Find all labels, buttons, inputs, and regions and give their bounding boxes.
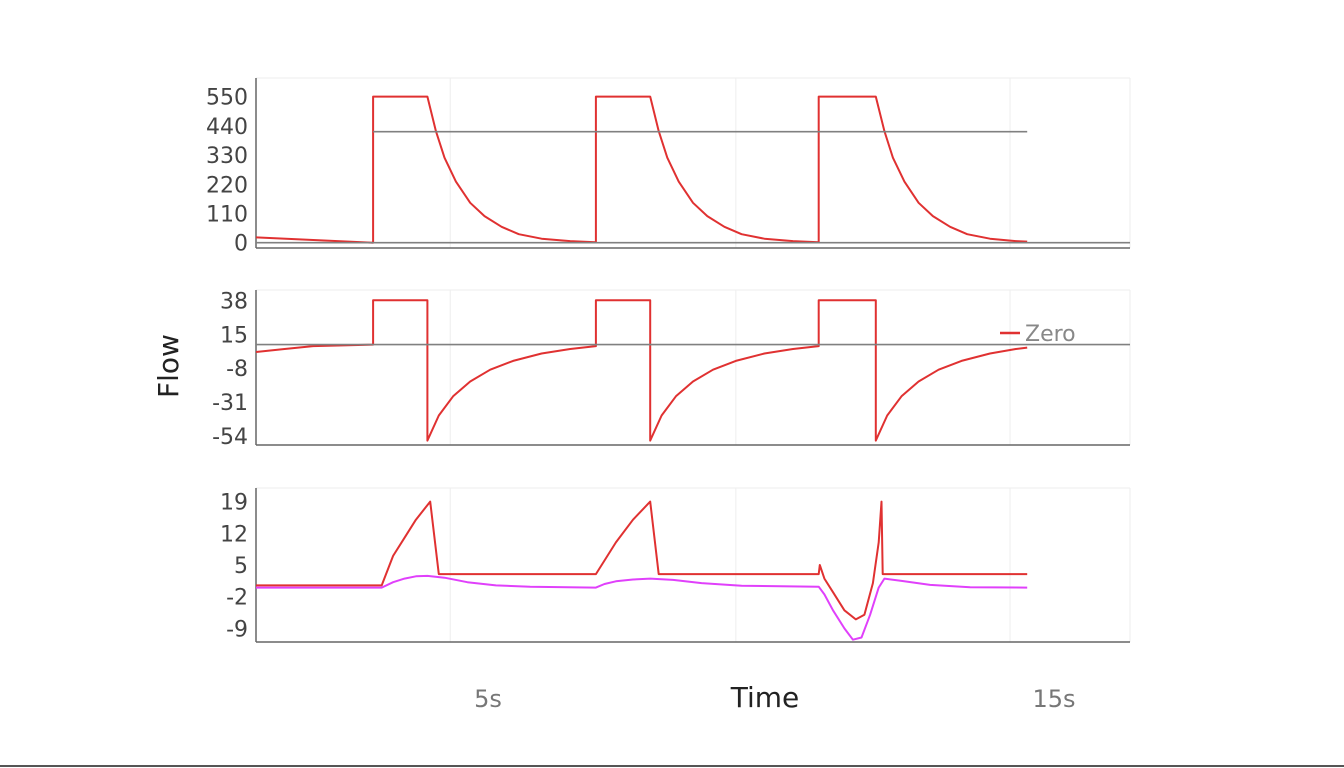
y-tick-label-middle-3: -31 <box>212 391 248 416</box>
x-tick-labels: 5s 15s <box>474 685 1075 713</box>
bottom-divider <box>0 765 1344 767</box>
y-tick-label-middle-0: 38 <box>220 289 248 314</box>
panel-middle: 38 15 -8 -31 -54 <box>212 289 1131 450</box>
y-tick-label-bottom-0: 19 <box>220 491 248 516</box>
series-line-top-flow <box>255 95 1028 244</box>
y-tick-label-middle-2: -8 <box>226 357 248 382</box>
legend: Zero <box>1000 322 1076 347</box>
x-tick-label-1: 15s <box>1032 685 1075 713</box>
series-line-bottom-red <box>256 500 1028 621</box>
y-tick-label-top-5: 550 <box>206 86 248 111</box>
y-tick-label-middle-1: 15 <box>220 323 248 348</box>
chart-panels: 0 110 220 330 440 550 38 15 -8 -31 -54 19 12 5 -2 -9 <box>206 77 1131 643</box>
y-tick-label-top-1: 110 <box>206 202 248 227</box>
panel-top: 0 110 220 330 440 550 <box>206 77 1131 257</box>
y-tick-label-top-3: 330 <box>206 144 248 169</box>
legend-label-zero: Zero <box>1025 322 1076 347</box>
y-axis-title: Flow <box>152 334 185 398</box>
x-tick-label-0: 5s <box>474 685 502 713</box>
series-line-bottom-magenta <box>256 574 1028 641</box>
y-tick-label-bottom-3: -2 <box>226 586 248 611</box>
y-tick-label-bottom-1: 12 <box>220 522 248 547</box>
x-axis-title: Time <box>730 681 800 714</box>
y-tick-label-middle-4: -54 <box>212 425 248 450</box>
y-tick-label-top-4: 440 <box>206 115 248 140</box>
series-line-middle-flow <box>255 299 1028 442</box>
y-tick-label-top-0: 0 <box>234 232 248 257</box>
panel-bottom: 19 12 5 -2 -9 <box>220 487 1131 643</box>
y-tick-label-bottom-4: -9 <box>226 617 248 642</box>
y-tick-label-bottom-2: 5 <box>234 554 248 579</box>
y-tick-label-top-2: 220 <box>206 173 248 198</box>
